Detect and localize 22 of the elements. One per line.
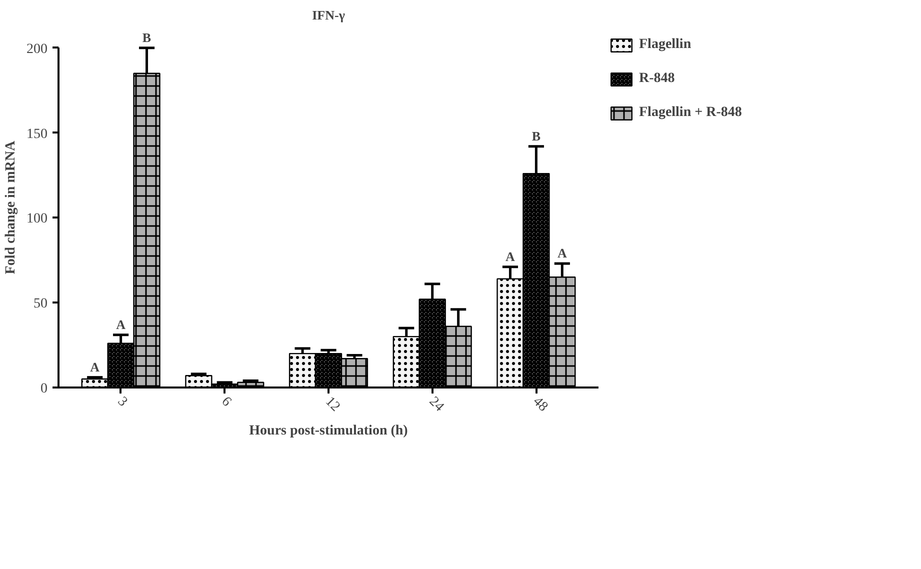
y-tick-label: 150 (26, 126, 48, 142)
x-tick-label: 3 (114, 394, 130, 410)
data-label: A (506, 248, 516, 264)
chart-title: IFN-γ (312, 8, 345, 22)
legend-label: Flagellin (639, 37, 692, 53)
data-label: B (532, 128, 541, 144)
y-tick-label: 100 (26, 212, 48, 227)
data-label: A (90, 359, 100, 374)
x-axis-title: Hours post-stimulation (h) (249, 423, 408, 438)
legend-label: R-848 (639, 71, 675, 87)
data-label: A (557, 246, 568, 261)
y-axis-title: Fold change in mRNA (4, 140, 18, 274)
x-tick-label: 6 (218, 394, 234, 410)
x-tick-label: 48 (530, 394, 550, 415)
legend-label: Flagellin + R-848 (639, 105, 742, 121)
y-tick-label: 200 (26, 42, 48, 57)
x-tick-label: 24 (426, 394, 446, 415)
y-tick-label: 50 (34, 296, 48, 312)
data-label: B (142, 30, 152, 45)
y-tick-label: 0 (40, 382, 48, 396)
data-label: A (116, 316, 126, 332)
x-tick-label: 12 (322, 394, 343, 415)
